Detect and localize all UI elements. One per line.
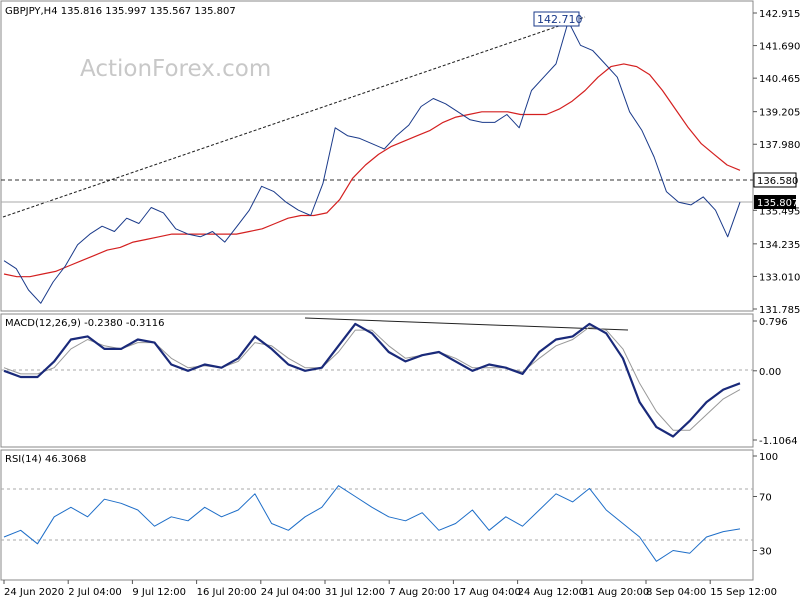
x-tick-label: 2 Jul 04:00 bbox=[68, 587, 122, 598]
macd-line bbox=[3, 322, 741, 438]
x-tick-label: 16 Jul 20:00 bbox=[197, 587, 257, 598]
y-tick-label: 0.00 bbox=[759, 367, 781, 378]
y-tick-label: 142.915 bbox=[759, 9, 800, 20]
y-tick-label: -1.1064 bbox=[759, 436, 798, 447]
resistance-label-box bbox=[753, 172, 797, 188]
y-tick-label: 70 bbox=[759, 493, 772, 504]
macd-series-group bbox=[3, 322, 741, 438]
y-tick-label: 30 bbox=[759, 547, 772, 558]
trend-line bbox=[2, 16, 586, 218]
y-tick-label: 133.010 bbox=[759, 272, 800, 283]
x-tick-label: 8 Sep 04:00 bbox=[646, 587, 706, 598]
macd-panel-frame bbox=[0, 313, 754, 448]
macd-header: MACD(12,26,9) -0.2380 -0.3116 bbox=[5, 318, 165, 329]
last-price-label-box bbox=[754, 195, 796, 209]
y-tick-label: 134.235 bbox=[759, 240, 800, 251]
y-tick-label: 139.205 bbox=[759, 108, 800, 119]
price-panel-frame bbox=[0, 0, 754, 312]
macd-divergence-line bbox=[304, 317, 629, 331]
x-tick-label: 31 Aug 20:00 bbox=[582, 587, 649, 598]
resistance-label: 136.580 bbox=[757, 176, 798, 187]
x-tick-label: 15 Sep 12:00 bbox=[710, 587, 777, 598]
rsi-panel-frame bbox=[0, 449, 754, 581]
rsi-header: RSI(14) 46.3068 bbox=[5, 454, 86, 465]
x-tick-label: 24 Jul 04:00 bbox=[261, 587, 321, 598]
y-tick-label: 141.690 bbox=[759, 42, 800, 53]
price-y-axis: 142.915 141.690 140.465 139.205 137.980 135.4… bbox=[753, 9, 800, 316]
x-tick-label: 7 Aug 20:00 bbox=[389, 587, 450, 598]
y-tick-label: 0.796 bbox=[759, 317, 788, 328]
price-series-group bbox=[3, 20, 741, 304]
y-tick-label: 140.465 bbox=[759, 74, 800, 85]
x-tick-label: 17 Aug 04:00 bbox=[453, 587, 520, 598]
macd-y-axis: 0.796 0.00 -1.1064 bbox=[753, 317, 798, 447]
last-price-label: 135.807 bbox=[757, 198, 798, 209]
price-line bbox=[3, 20, 741, 304]
x-tick-label: 9 Jul 12:00 bbox=[132, 587, 186, 598]
symbol-header: GBPJPY,H4 135.816 135.997 135.567 135.80… bbox=[5, 6, 236, 17]
y-tick-label: 135.495 bbox=[759, 206, 800, 217]
rsi-line bbox=[3, 485, 741, 562]
watermark: ActionForex.com bbox=[80, 56, 271, 82]
x-tick-label: 24 Aug 12:00 bbox=[518, 587, 585, 598]
y-tick-label: 137.980 bbox=[759, 140, 800, 151]
ma-line bbox=[3, 63, 741, 278]
y-tick-label: 131.785 bbox=[759, 305, 800, 316]
x-axis: 24 Jun 2020 2 Jul 04:00 9 Jul 12:00 16 Jul … bbox=[3, 580, 777, 598]
peak-label: 142.710 bbox=[537, 13, 583, 26]
peak-label-box bbox=[533, 11, 580, 27]
rsi-y-axis: 100 70 30 bbox=[753, 452, 778, 558]
y-tick-label: 100 bbox=[759, 452, 778, 463]
x-tick-label: 31 Jul 12:00 bbox=[325, 587, 385, 598]
rsi-series-group bbox=[3, 485, 741, 562]
x-tick-label: 24 Jun 2020 bbox=[4, 587, 64, 598]
